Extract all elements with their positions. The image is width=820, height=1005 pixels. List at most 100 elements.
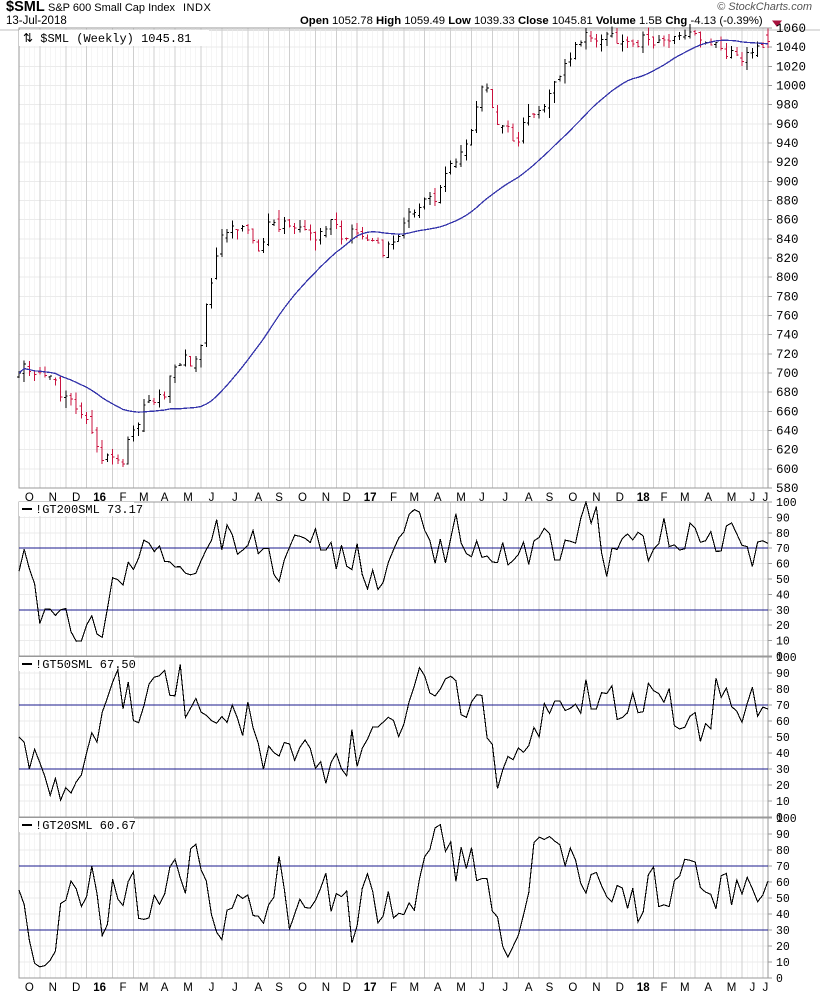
svg-text:70: 70 bbox=[776, 861, 790, 874]
svg-text:16: 16 bbox=[93, 982, 106, 994]
svg-text:J: J bbox=[502, 982, 508, 994]
svg-text:60: 60 bbox=[776, 559, 790, 572]
svg-text:!GT20SML 60.67: !GT20SML 60.67 bbox=[35, 819, 136, 833]
svg-text:S: S bbox=[546, 982, 554, 994]
svg-text:O: O bbox=[568, 982, 577, 994]
svg-text:70: 70 bbox=[776, 700, 790, 713]
svg-text:A: A bbox=[525, 982, 533, 994]
svg-text:A: A bbox=[704, 982, 712, 994]
svg-text:10: 10 bbox=[776, 796, 790, 809]
svg-text:1060: 1060 bbox=[776, 22, 806, 36]
svg-text:S: S bbox=[275, 982, 283, 994]
svg-text:30: 30 bbox=[776, 764, 790, 777]
svg-text:17: 17 bbox=[364, 982, 377, 994]
svg-text:50: 50 bbox=[776, 574, 790, 587]
svg-text:13-Jul-2018: 13-Jul-2018 bbox=[6, 15, 67, 27]
svg-text:80: 80 bbox=[776, 684, 790, 697]
svg-text:M: M bbox=[680, 982, 690, 994]
svg-text:20: 20 bbox=[776, 780, 790, 793]
svg-text:A: A bbox=[161, 982, 169, 994]
svg-text:860: 860 bbox=[776, 214, 799, 228]
svg-text:820: 820 bbox=[776, 252, 799, 266]
svg-text:50: 50 bbox=[776, 732, 790, 745]
svg-text:S&P 600 Small Cap Index: S&P 600 Small Cap Index bbox=[48, 2, 175, 14]
svg-text:40: 40 bbox=[776, 909, 790, 922]
svg-text:M: M bbox=[410, 982, 420, 994]
svg-text:INDX: INDX bbox=[183, 2, 211, 14]
svg-text:700: 700 bbox=[776, 367, 799, 381]
svg-text:980: 980 bbox=[776, 99, 799, 113]
svg-text:!GT50SML 67.50: !GT50SML 67.50 bbox=[35, 658, 136, 672]
svg-text:880: 880 bbox=[776, 195, 799, 209]
svg-text:720: 720 bbox=[776, 348, 799, 362]
svg-text:960: 960 bbox=[776, 118, 799, 132]
svg-text:660: 660 bbox=[776, 405, 799, 419]
svg-text:20: 20 bbox=[776, 620, 790, 633]
svg-text:90: 90 bbox=[776, 512, 790, 525]
svg-text:80: 80 bbox=[776, 528, 790, 541]
svg-text:A: A bbox=[434, 982, 442, 994]
svg-text:680: 680 bbox=[776, 386, 799, 400]
svg-text:1020: 1020 bbox=[776, 60, 806, 74]
svg-text:80: 80 bbox=[776, 845, 790, 858]
svg-text:60: 60 bbox=[776, 716, 790, 729]
svg-text:1000: 1000 bbox=[776, 80, 806, 94]
svg-text:D: D bbox=[72, 982, 80, 994]
svg-text:$SML: $SML bbox=[6, 0, 45, 15]
svg-text:40: 40 bbox=[776, 589, 790, 602]
svg-text:⇅ $SML (Weekly) 1045.81: ⇅ $SML (Weekly) 1045.81 bbox=[23, 32, 191, 46]
svg-text:580: 580 bbox=[776, 482, 799, 496]
svg-text:M: M bbox=[727, 982, 737, 994]
svg-text:90: 90 bbox=[776, 829, 790, 842]
svg-text:F: F bbox=[390, 982, 397, 994]
svg-text:780: 780 bbox=[776, 290, 799, 304]
svg-text:!GT200SML 73.17: !GT200SML 73.17 bbox=[35, 503, 143, 517]
svg-text:600: 600 bbox=[776, 463, 799, 477]
svg-text:640: 640 bbox=[776, 425, 799, 439]
svg-text:J: J bbox=[750, 982, 756, 994]
svg-text:40: 40 bbox=[776, 748, 790, 761]
svg-text:O: O bbox=[25, 982, 34, 994]
svg-text:J: J bbox=[209, 982, 215, 994]
svg-text:100: 100 bbox=[776, 813, 797, 826]
svg-text:60: 60 bbox=[776, 877, 790, 890]
svg-text:920: 920 bbox=[776, 156, 799, 170]
svg-text:620: 620 bbox=[776, 444, 799, 458]
svg-text:50: 50 bbox=[776, 893, 790, 906]
svg-text:740: 740 bbox=[776, 329, 799, 343]
svg-text:20: 20 bbox=[776, 941, 790, 954]
svg-text:N: N bbox=[49, 982, 57, 994]
svg-text:F: F bbox=[119, 982, 126, 994]
svg-text:M: M bbox=[456, 982, 466, 994]
svg-text:10: 10 bbox=[776, 957, 790, 970]
svg-text:J: J bbox=[232, 982, 238, 994]
svg-text:J: J bbox=[479, 982, 485, 994]
svg-text:90: 90 bbox=[776, 668, 790, 681]
svg-text:A: A bbox=[254, 982, 262, 994]
svg-text:940: 940 bbox=[776, 137, 799, 151]
svg-text:F: F bbox=[660, 982, 667, 994]
svg-text:70: 70 bbox=[776, 543, 790, 556]
svg-text:M: M bbox=[139, 982, 149, 994]
svg-text:30: 30 bbox=[776, 925, 790, 938]
svg-text:840: 840 bbox=[776, 233, 799, 247]
svg-text:J: J bbox=[763, 982, 769, 994]
svg-text:900: 900 bbox=[776, 175, 799, 189]
svg-text:D: D bbox=[343, 982, 351, 994]
svg-text:30: 30 bbox=[776, 605, 790, 618]
svg-text:N: N bbox=[322, 982, 330, 994]
svg-text:D: D bbox=[616, 982, 624, 994]
svg-text:O: O bbox=[298, 982, 307, 994]
svg-text:10: 10 bbox=[776, 636, 790, 649]
svg-text:100: 100 bbox=[776, 497, 797, 510]
svg-text:© StockCharts.com: © StockCharts.com bbox=[717, 1, 812, 13]
svg-text:N: N bbox=[592, 982, 600, 994]
svg-text:Open 1052.78 High 1059.49 Lo: Open 1052.78 High 1059.49 Low 1039.33 Cl… bbox=[300, 15, 763, 27]
svg-text:100: 100 bbox=[776, 652, 797, 665]
svg-text:800: 800 bbox=[776, 271, 799, 285]
svg-text:1040: 1040 bbox=[776, 41, 806, 55]
svg-text:M: M bbox=[183, 982, 193, 994]
svg-text:760: 760 bbox=[776, 310, 799, 324]
svg-text:0: 0 bbox=[776, 973, 783, 986]
svg-text:18: 18 bbox=[637, 982, 650, 994]
